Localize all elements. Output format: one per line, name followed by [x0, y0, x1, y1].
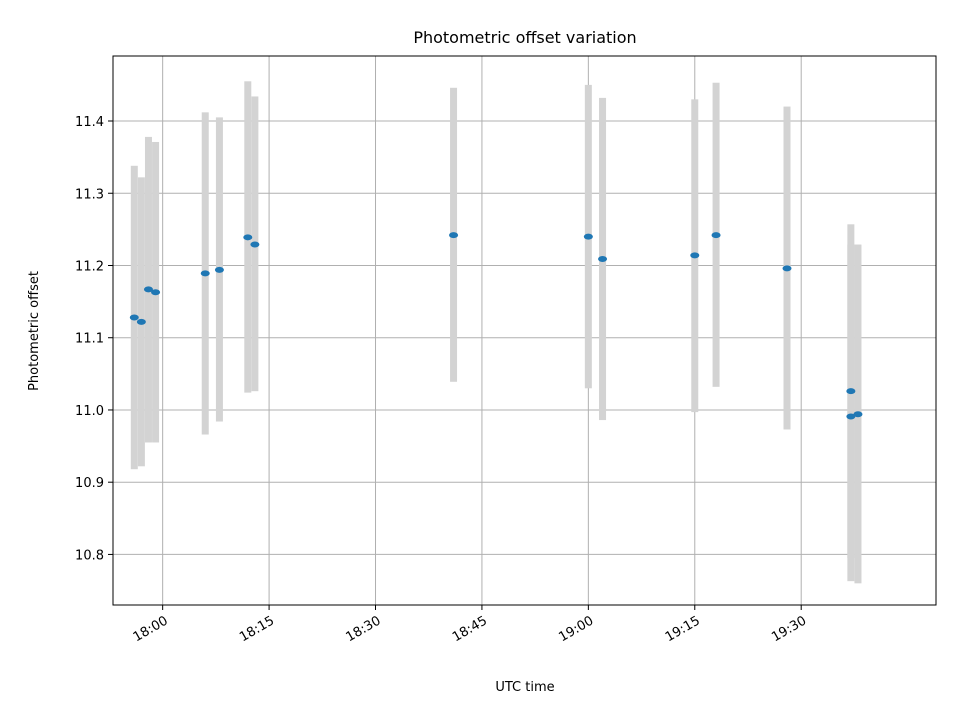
plot-frame: [112, 55, 937, 606]
data-point: [143, 286, 153, 293]
y-tick-label: 10.9: [75, 476, 104, 491]
data-point: [129, 314, 139, 321]
y-tick-label: 11.0: [75, 404, 104, 419]
data-points: [129, 232, 863, 420]
error-bar: [847, 244, 855, 582]
y-axis-ticks: 10.8 10.9 11.0 11.1 11.2 11.3 11.4: [75, 115, 113, 563]
data-point: [200, 270, 210, 277]
x-axis-label: UTC time: [495, 680, 554, 695]
chart-title: Photometric offset variation: [413, 28, 636, 47]
data-point: [782, 265, 792, 272]
grid: [113, 56, 936, 605]
y-tick-label: 11.2: [75, 259, 104, 274]
y-tick-label: 11.4: [75, 115, 104, 130]
data-point: [583, 233, 593, 240]
data-point: [214, 266, 224, 273]
data-point: [151, 289, 161, 296]
data-point: [846, 388, 856, 395]
y-axis-label: Photometric offset: [27, 271, 42, 391]
data-point: [853, 411, 863, 418]
data-point: [690, 252, 700, 259]
y-tick-label: 11.1: [75, 332, 104, 347]
y-tick-label: 11.3: [75, 187, 104, 202]
data-point: [846, 413, 856, 420]
data-point: [449, 232, 459, 239]
data-point: [243, 234, 253, 241]
data-point: [250, 241, 260, 248]
data-point: [598, 255, 608, 262]
data-point: [136, 318, 146, 325]
data-point: [711, 232, 721, 239]
y-tick-label: 10.8: [75, 548, 104, 563]
